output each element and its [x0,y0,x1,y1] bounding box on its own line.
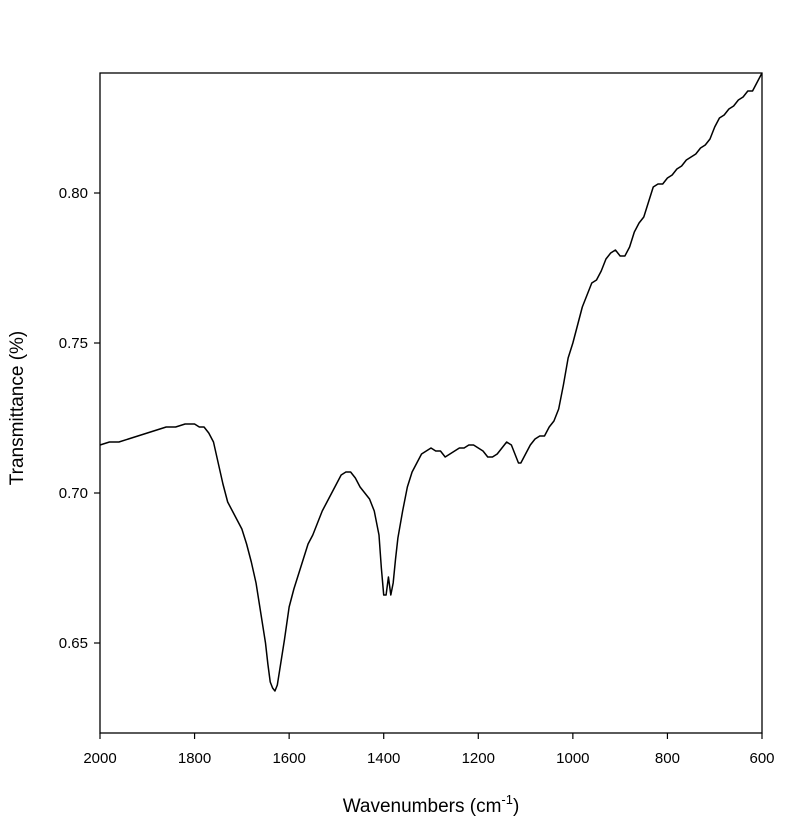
x-axis-title-main: Wavenumbers (cm [343,796,502,817]
x-tick-label: 2000 [83,750,116,767]
x-tick-label: 600 [749,750,774,767]
x-axis-title: Wavenumbers (cm-1) [343,792,520,817]
transmittance-line [99,72,763,692]
plot-frame [99,72,763,734]
y-axis-title: Transmittance (%) [7,331,28,486]
x-axis-ticks: 2000 1800 1600 1400 1200 1000 800 600 [83,733,775,767]
x-axis-title-end: ) [513,796,519,817]
x-tick-label: 1800 [178,750,211,767]
x-tick-label: 800 [655,750,680,767]
y-tick-label: 0.65 [59,635,88,652]
y-tick-label: 0.75 [59,335,88,352]
y-axis-ticks: 0.65 0.70 0.75 0.80 [59,185,100,652]
x-axis-title-superscript: -1 [501,792,513,807]
y-tick-label: 0.70 [59,485,88,502]
x-tick-label: 1000 [556,750,589,767]
x-tick-label: 1600 [272,750,305,767]
x-tick-label: 1200 [462,750,495,767]
y-tick-label: 0.80 [59,185,88,202]
x-tick-label: 1400 [367,750,400,767]
